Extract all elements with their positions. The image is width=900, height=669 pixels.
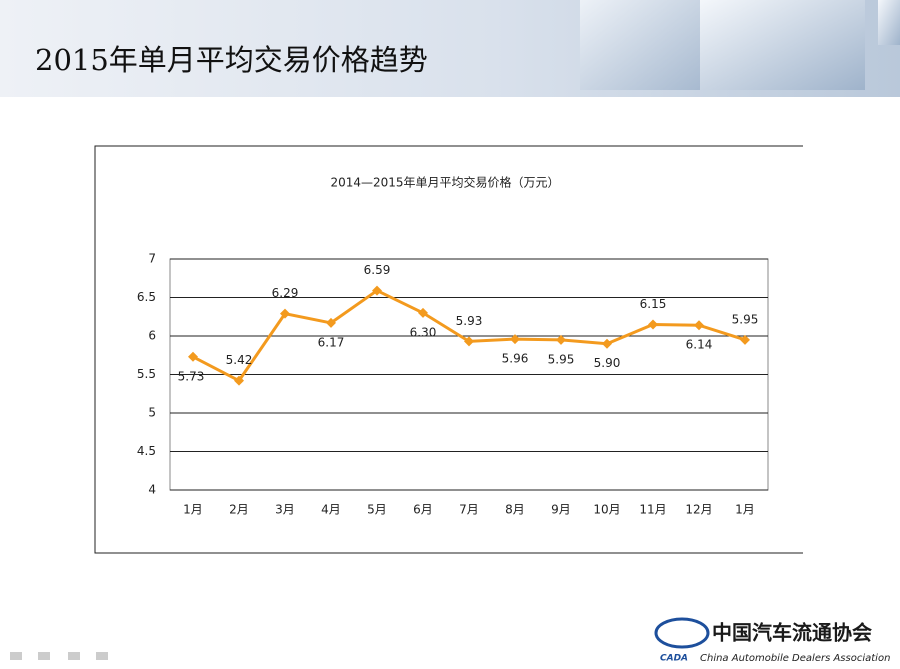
x-tick-label: 8月 (505, 503, 525, 517)
data-label: 6.30 (410, 325, 437, 339)
data-point (740, 334, 750, 345)
x-tick-label: 4月 (321, 503, 341, 517)
x-tick-label: 11月 (639, 503, 666, 517)
header-decoration (580, 0, 700, 90)
data-label: 6.59 (364, 263, 391, 277)
logo-name: 中国汽车流通协会 (712, 621, 872, 645)
data-point (280, 308, 290, 319)
x-tick-label: 6月 (413, 503, 433, 517)
y-tick-label: 6.5 (137, 290, 156, 304)
data-point (234, 375, 244, 386)
nav-prev[interactable] (10, 652, 22, 660)
x-tick-label: 5月 (367, 503, 387, 517)
data-label: 6.17 (318, 335, 345, 349)
chart-title: 2014—2015年单月平均交易价格（万元） (330, 175, 559, 190)
data-label: 5.73 (178, 369, 205, 383)
x-tick-label: 1月 (183, 503, 203, 517)
data-label: 5.93 (456, 314, 483, 328)
slide-title: 2015年单月平均交易价格趋势 (35, 43, 428, 77)
logo-mark (654, 617, 710, 649)
header-decoration (700, 0, 865, 90)
data-point (326, 317, 336, 328)
x-tick-label: 10月 (593, 503, 620, 517)
y-tick-label: 7 (148, 252, 156, 266)
data-point (188, 351, 198, 362)
data-label: 5.96 (502, 352, 529, 366)
x-tick-label: 3月 (275, 503, 295, 517)
data-point (510, 334, 520, 345)
data-label: 6.29 (272, 286, 299, 300)
x-tick-label: 1月 (735, 503, 755, 517)
data-point (464, 336, 474, 347)
data-point (602, 338, 612, 349)
nav-menu[interactable] (68, 652, 80, 660)
y-tick-label: 5.5 (137, 367, 156, 381)
data-point (372, 285, 382, 296)
header-decoration (878, 0, 900, 45)
x-tick-label: 12月 (685, 503, 712, 517)
y-tick-label: 4 (148, 483, 156, 497)
data-label: 5.90 (594, 356, 621, 370)
data-label: 5.95 (548, 352, 575, 366)
x-tick-label: 9月 (551, 503, 571, 517)
data-point (694, 320, 704, 331)
data-point (556, 334, 566, 345)
y-tick-label: 5 (148, 406, 156, 420)
nav-pen[interactable] (38, 652, 50, 660)
data-label: 5.42 (226, 353, 253, 367)
x-tick-label: 2月 (229, 503, 249, 517)
nav-next[interactable] (96, 652, 108, 660)
logo-english: China Automobile Dealers Association (700, 653, 890, 664)
x-tick-label: 7月 (459, 503, 479, 517)
data-point (418, 307, 428, 318)
y-tick-label: 6 (148, 329, 156, 343)
data-point (648, 319, 658, 330)
logo-abbr: CADA (660, 654, 688, 664)
data-label: 5.95 (732, 312, 759, 326)
data-label: 6.14 (686, 338, 713, 352)
chart-frame (94, 145, 803, 554)
data-label: 6.15 (640, 297, 667, 311)
y-tick-label: 4.5 (137, 444, 156, 458)
logo: 中国汽车流通协会 CADA China Automobile Dealers A… (654, 617, 890, 664)
slide-nav[interactable] (10, 652, 108, 660)
